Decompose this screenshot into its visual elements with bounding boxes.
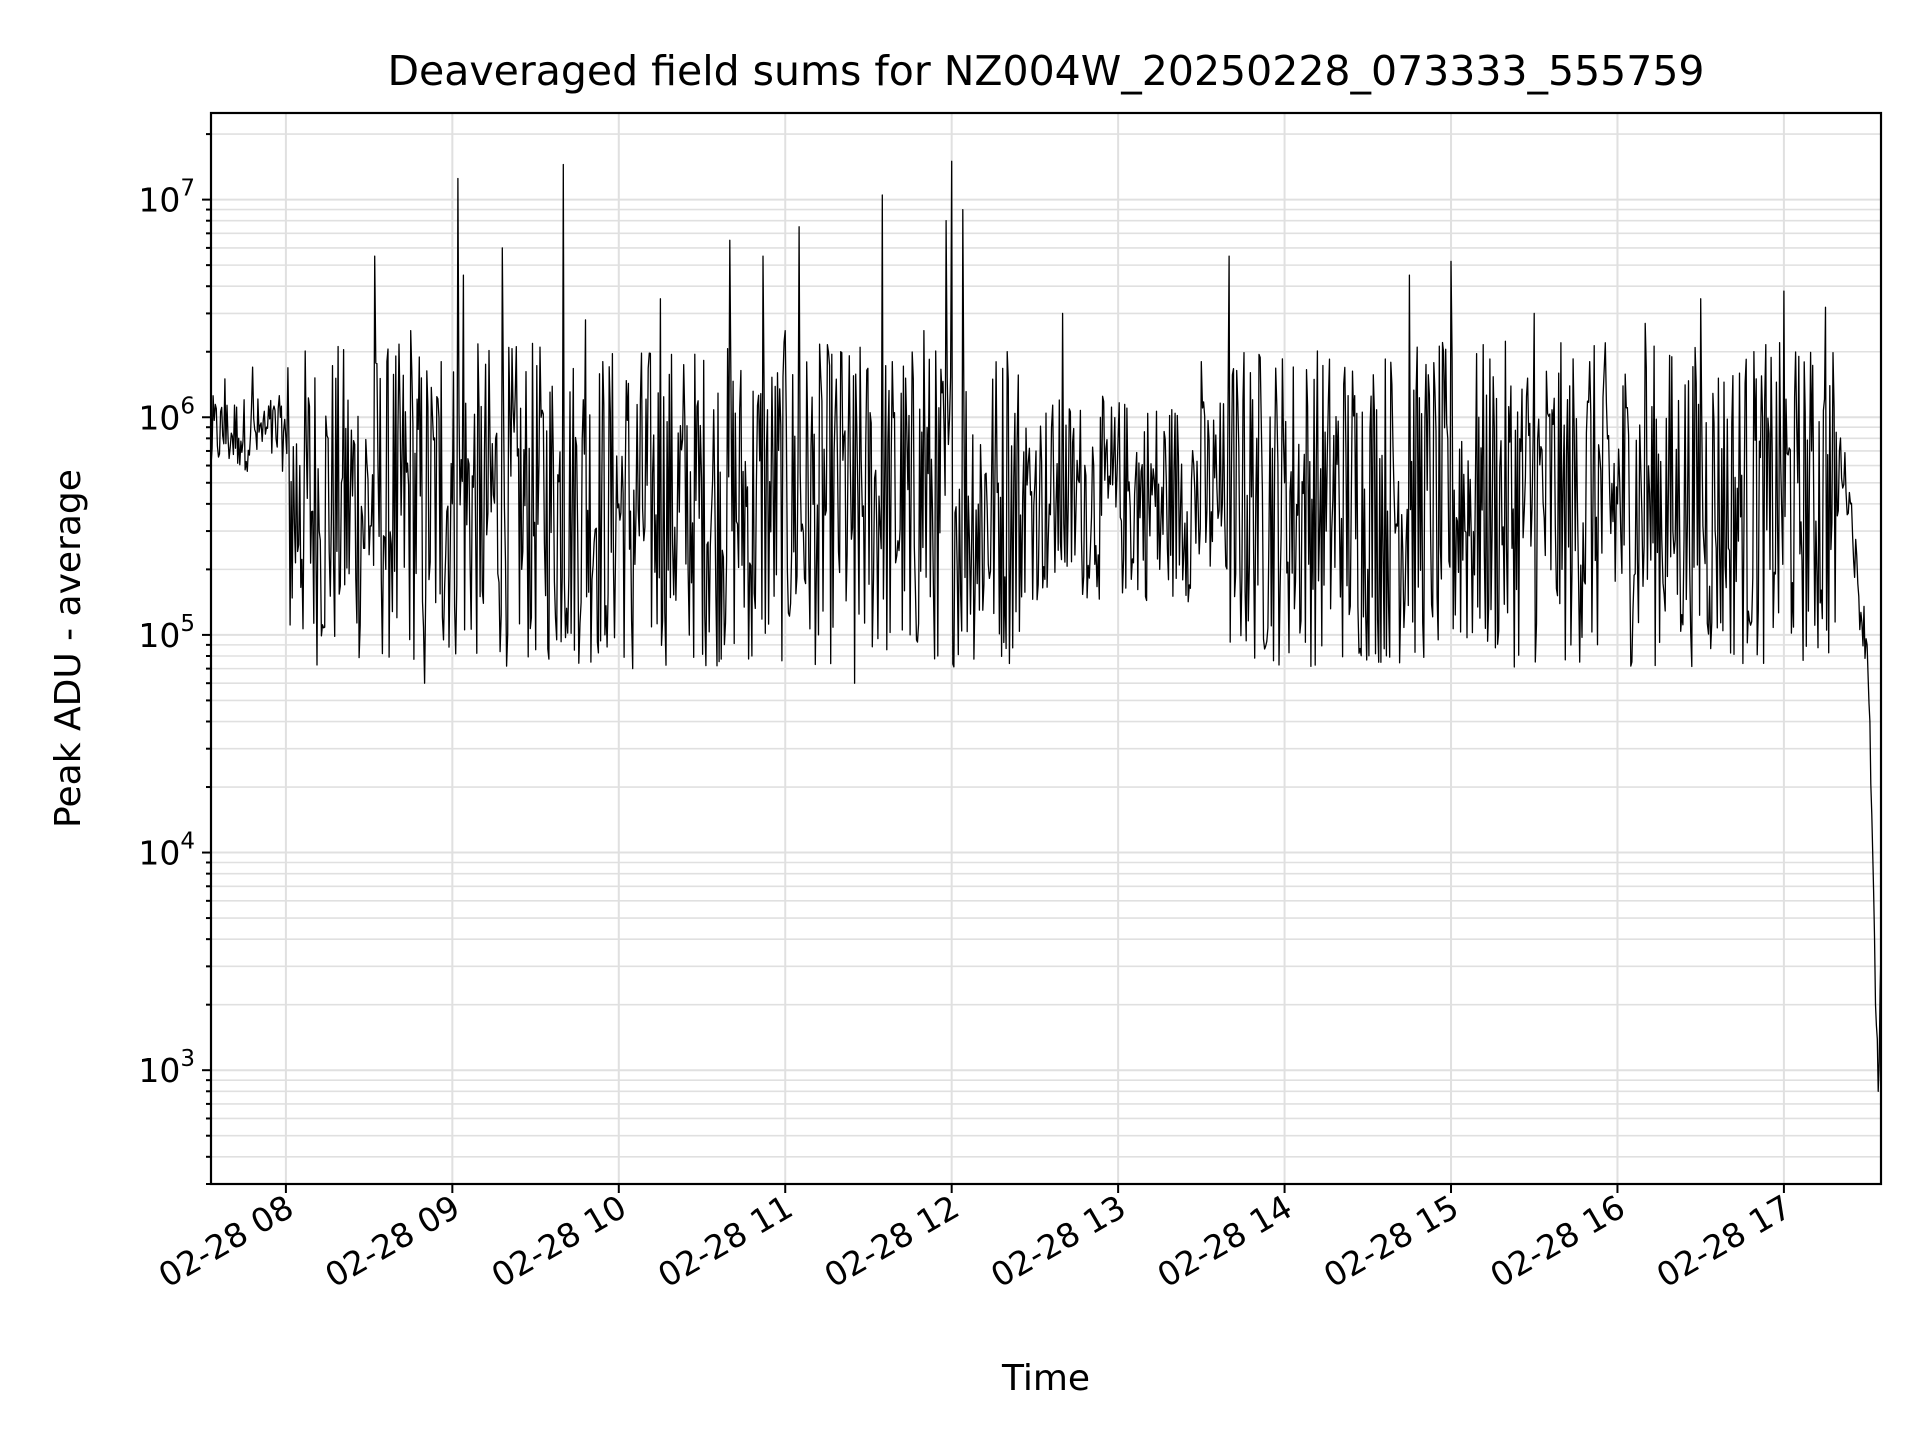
y-tick-label: 104 bbox=[138, 829, 195, 873]
y-tick-label: 105 bbox=[138, 611, 195, 655]
y-axis-label: Peak ADU - average bbox=[48, 469, 89, 828]
series-layer bbox=[210, 160, 1882, 1092]
plot-frame bbox=[209, 111, 1883, 1186]
y-tick-label: 103 bbox=[138, 1046, 195, 1090]
chart-title: Deaveraged field sums for NZ004W_2025022… bbox=[387, 47, 1704, 95]
series-line bbox=[210, 160, 1882, 1092]
y-tick-label: 106 bbox=[138, 393, 195, 437]
y-tick-label: 107 bbox=[138, 176, 195, 220]
x-axis-label: Time bbox=[1001, 1358, 1090, 1399]
